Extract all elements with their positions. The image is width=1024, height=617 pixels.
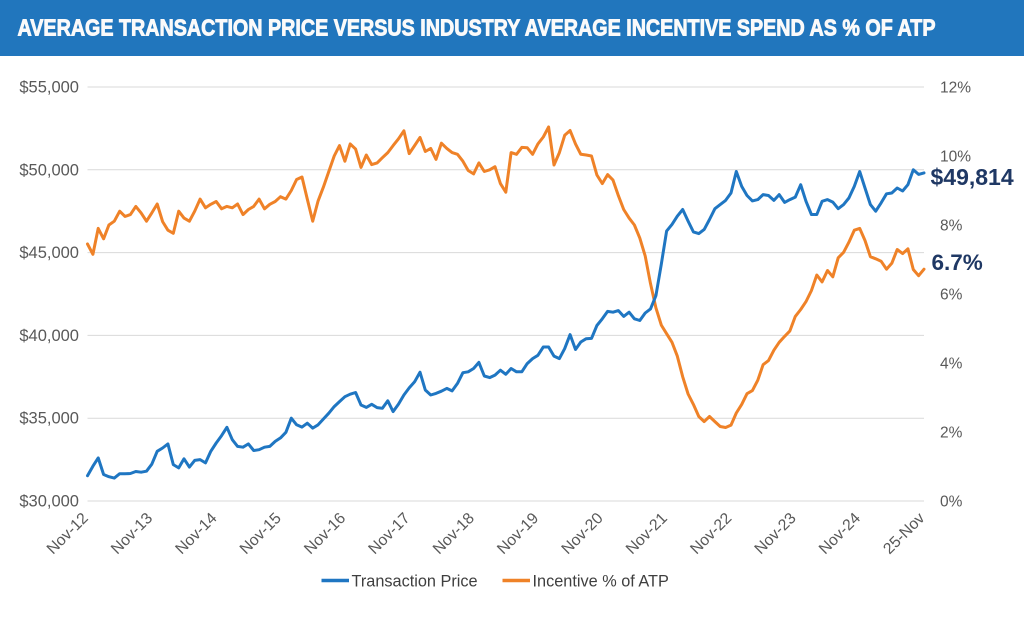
svg-text:2%: 2% [940, 425, 963, 442]
svg-text:$30,000: $30,000 [19, 493, 79, 511]
svg-text:6.7%: 6.7% [932, 250, 983, 275]
svg-text:$40,000: $40,000 [19, 327, 79, 345]
svg-text:Transaction Price: Transaction Price [352, 573, 478, 591]
svg-text:$55,000: $55,000 [19, 79, 79, 97]
svg-text:12%: 12% [940, 80, 971, 97]
svg-text:$45,000: $45,000 [19, 244, 79, 262]
svg-text:$49,814: $49,814 [931, 164, 1014, 190]
svg-text:6%: 6% [940, 287, 963, 304]
svg-text:$35,000: $35,000 [19, 410, 79, 428]
svg-text:8%: 8% [940, 218, 963, 235]
svg-text:0%: 0% [940, 494, 963, 511]
svg-text:10%: 10% [940, 149, 971, 166]
svg-text:4%: 4% [940, 356, 963, 373]
svg-text:Incentive % of ATP: Incentive % of ATP [533, 573, 669, 591]
svg-text:AVERAGE TRANSACTION PRICE VERS: AVERAGE TRANSACTION PRICE VERSUS INDUSTR… [18, 15, 936, 41]
svg-text:$50,000: $50,000 [19, 161, 79, 179]
